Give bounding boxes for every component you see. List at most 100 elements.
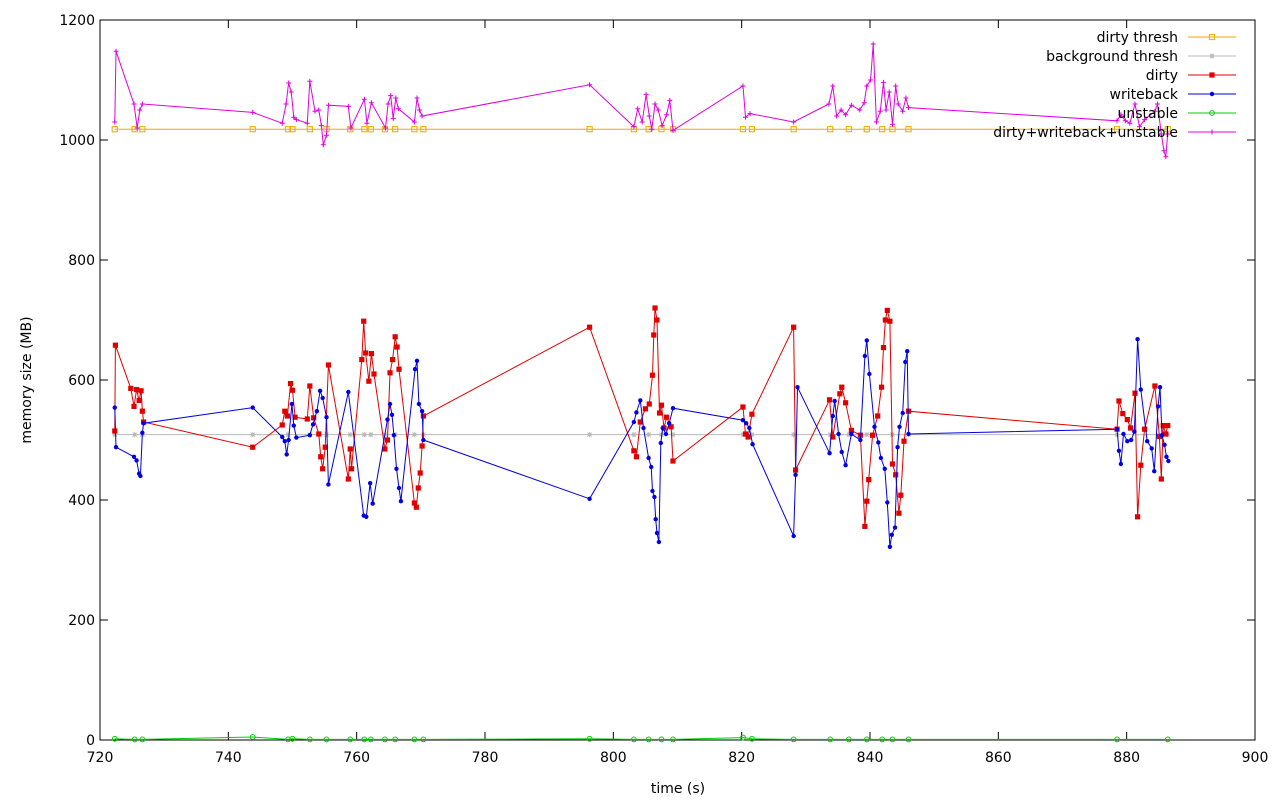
dirty-marker [387, 370, 393, 376]
writeback-marker [849, 431, 854, 437]
dirty-marker [1120, 411, 1126, 417]
writeback-marker [638, 398, 643, 403]
dirty-thresh-marker [863, 126, 870, 133]
combined-marker [646, 113, 652, 119]
writeback-marker [1155, 404, 1161, 409]
combined-marker [283, 101, 289, 107]
combined-marker [883, 107, 889, 113]
writeback-marker [389, 412, 395, 417]
combined-marker [137, 107, 143, 113]
background-thresh-marker [112, 432, 118, 438]
writeback-marker [858, 437, 863, 443]
unstable-marker [306, 736, 313, 743]
background-thresh-marker [411, 432, 417, 438]
combined-marker [361, 96, 367, 102]
background-thresh-marker [361, 432, 367, 438]
unstable-marker [740, 734, 746, 741]
writeback-marker [1135, 337, 1140, 342]
unstable-marker [289, 735, 296, 742]
writeback-marker [1166, 458, 1171, 464]
dirty-thresh-marker [827, 126, 834, 133]
writeback-marker [656, 539, 662, 545]
writeback-marker [1118, 461, 1124, 467]
combined-marker [286, 80, 292, 86]
writeback-marker [827, 451, 832, 456]
dirty-marker [663, 414, 670, 420]
dirty-marker [642, 406, 649, 412]
dirty-marker [864, 498, 870, 504]
writeback-marker [795, 385, 800, 390]
dirty-marker [1165, 423, 1171, 429]
combined-marker [868, 77, 874, 83]
writeback-marker [289, 401, 295, 407]
legend: dirty thresh background thresh dirty writeb… [993, 30, 1236, 141]
background-thresh-marker [285, 432, 291, 438]
dirty-marker [311, 415, 317, 421]
dirty-marker [586, 324, 593, 330]
writeback-marker [892, 525, 898, 530]
dirty-marker [322, 444, 328, 450]
combined-marker [385, 101, 391, 107]
x-axis-label: time (s) [651, 781, 705, 797]
writeback-marker [131, 454, 137, 459]
combined-marker [318, 123, 324, 129]
dirty-thresh-marker [879, 126, 886, 133]
writeback-marker [391, 433, 397, 438]
combined-marker [659, 123, 665, 129]
dirty-marker [359, 357, 365, 363]
legend-label: dirty+writeback+unstable [993, 125, 1178, 141]
dirty-marker [112, 342, 118, 348]
dirty-marker [411, 500, 418, 506]
dirty-marker [420, 413, 426, 419]
writeback-marker [1114, 427, 1120, 432]
writeback-marker [317, 388, 323, 393]
dirty-marker [279, 422, 285, 428]
unstable-marker [845, 736, 852, 743]
writeback-marker [793, 472, 798, 477]
combined-marker [364, 120, 370, 126]
unstable-marker [863, 736, 870, 743]
dirty-marker [839, 384, 845, 390]
dirty-marker [131, 403, 137, 409]
x-tick-label: 720 [87, 750, 114, 766]
writeback-marker [885, 500, 890, 505]
writeback-marker [140, 430, 145, 435]
unstable-marker [382, 736, 388, 743]
writeback-marker [658, 440, 664, 446]
dirty-marker [128, 385, 134, 391]
dirty-marker [345, 476, 351, 482]
writeback-marker [878, 455, 884, 461]
combined-marker [877, 108, 883, 114]
dirty-marker [307, 383, 313, 389]
dirty-marker [1116, 398, 1122, 404]
dirty-marker [282, 408, 288, 414]
writeback-marker [1145, 439, 1150, 444]
writeback-marker [320, 395, 325, 401]
y-tick-label: 1200 [59, 13, 95, 29]
dirty-marker [887, 318, 893, 324]
combined-marker [1132, 101, 1138, 107]
unstable-marker [790, 736, 797, 743]
background-thresh-marker [132, 432, 138, 438]
series-writeback [112, 337, 1171, 549]
dirty-thresh-marker [790, 126, 797, 133]
unstable-marker [361, 736, 368, 743]
writeback-marker [282, 439, 287, 444]
y-axis-label: memory size (MB) [19, 316, 35, 443]
y-tick-label: 200 [68, 613, 95, 629]
unstable-marker [749, 735, 755, 742]
combined-marker [889, 121, 895, 127]
dirty-marker [649, 372, 656, 378]
writeback-marker [134, 458, 139, 463]
dirty-marker [287, 381, 294, 387]
combined-marker [113, 48, 119, 54]
dirty-marker [1142, 426, 1148, 432]
combined-marker [134, 125, 140, 131]
unstable-marker [630, 736, 637, 743]
unstable-marker [131, 736, 138, 743]
dirty-thresh-marker [284, 126, 292, 133]
writeback-marker [385, 417, 390, 422]
dirty-marker [843, 400, 849, 406]
writeback-marker [346, 389, 351, 395]
